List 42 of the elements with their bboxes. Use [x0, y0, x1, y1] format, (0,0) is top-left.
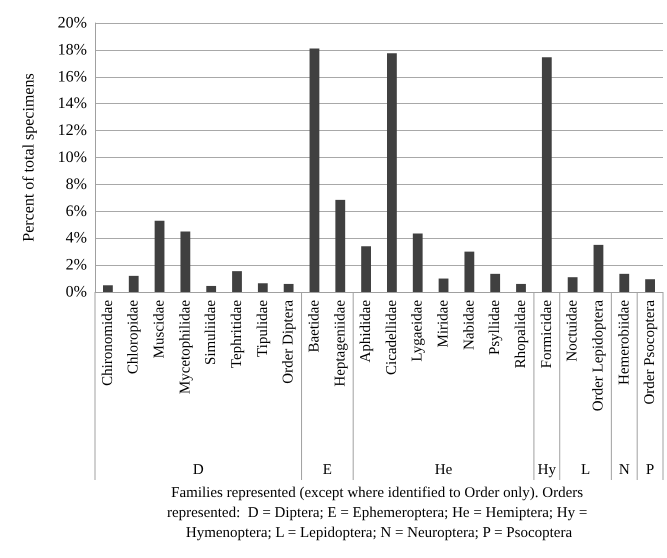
x-tick-label: Cicadellidae	[384, 300, 400, 375]
x-tick-label: Nabidae	[461, 300, 478, 350]
x-tick-label: Simuliidae	[203, 300, 220, 365]
y-tick-label: 14%	[58, 95, 87, 112]
text: E	[322, 462, 332, 478]
y-tick-label: 10%	[58, 149, 87, 166]
x-tick-label: Lygaeidae	[410, 300, 426, 362]
x-tick-label: Baetidae	[306, 300, 322, 352]
text: N	[618, 462, 630, 478]
x-tick-label: Formicidae	[538, 300, 555, 368]
y-tick-label: 18%	[58, 41, 87, 58]
y-axis-title: Percent of total specimens	[20, 73, 38, 242]
x-tick-label: Mycetophilidae	[177, 300, 194, 394]
text: L	[580, 462, 590, 478]
x-axis-title: Families represented (except where identified to Order only). Orders represented: D = Diptera; E = Ephemeroptera; He = Hemiptera; Hy = Hymenoptera; L = Lepidoptera; N = Neuroptera; P = Psocoptera	[166, 485, 592, 541]
x-tick-label: Aphididae	[358, 300, 374, 362]
y-tick-label: 0%	[66, 284, 87, 300]
y-tick-label: 8%	[66, 176, 87, 193]
x-tick-label: Order Diptera	[280, 300, 297, 384]
x-tick-label: Rhopalidae	[513, 300, 529, 368]
y-tick-label: 12%	[58, 122, 87, 140]
text: D	[192, 462, 204, 478]
x-tick-label: Muscidae	[152, 300, 168, 358]
text: He	[434, 462, 453, 478]
x-tick-label: Chironomidae	[100, 300, 116, 386]
x-tick-label: Order Lepidoptera	[590, 300, 606, 412]
x-tick-label: Miridae	[436, 300, 452, 348]
x-tick-label: Chloropidae	[126, 300, 142, 374]
y-tick-label: 16%	[58, 68, 87, 86]
x-tick-label: Noctuidae	[564, 300, 581, 362]
y-tick-label: 4%	[66, 230, 87, 247]
x-tick-label: Hemerobiidae	[616, 300, 632, 385]
x-tick-label: Tephritidae	[229, 300, 245, 368]
text: Hy	[538, 462, 556, 478]
y-tick-label: 20%	[58, 14, 87, 32]
x-tick-label: Order Psocoptera	[642, 300, 658, 405]
x-tick-label: Psyllidae	[487, 300, 504, 355]
x-tick-label: Heptageniidae	[332, 300, 348, 387]
text: P	[646, 462, 654, 478]
y-tick-label: 2%	[66, 256, 87, 274]
y-tick-label: 6%	[66, 202, 87, 220]
x-tick-label: Tipulidae	[254, 300, 271, 357]
